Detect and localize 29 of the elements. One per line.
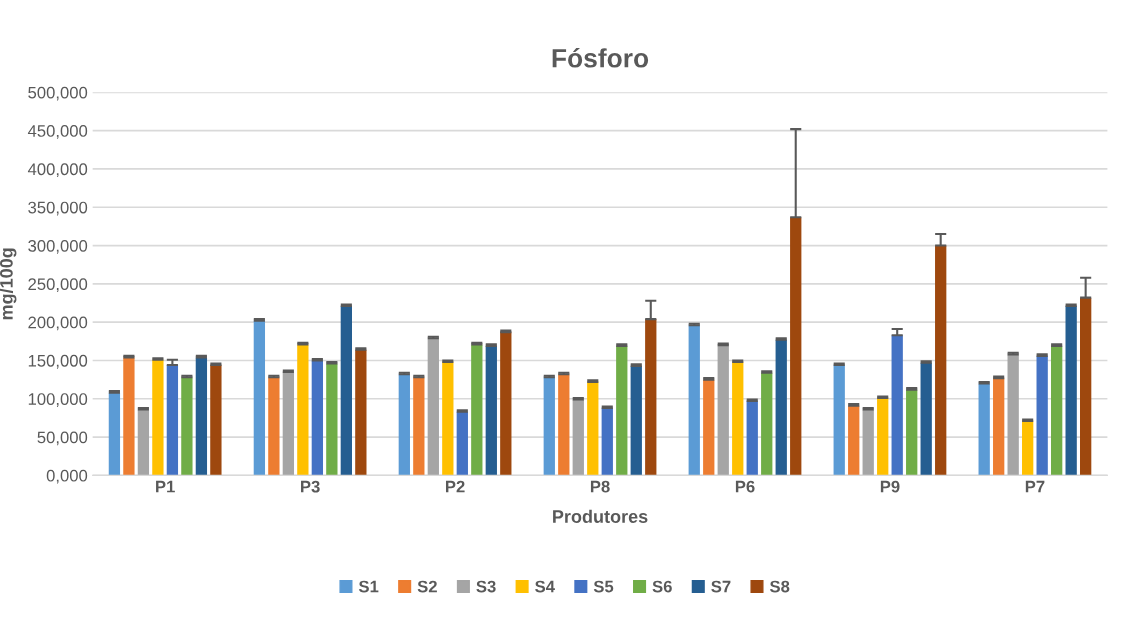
x-tick-label: P7 <box>1025 480 1045 493</box>
legend-label: S2 <box>417 580 437 593</box>
x-tick-label: P1 <box>156 480 175 493</box>
y-tick-label: 450,000 <box>27 125 88 139</box>
y-tick-label: 500,000 <box>28 86 88 101</box>
chart-title: Fósforo <box>552 47 649 68</box>
y-tick-label: 50,000 <box>37 431 88 446</box>
x-tick-label: P6 <box>735 480 755 493</box>
y-tick-label: 0,000 <box>46 469 88 484</box>
y-axis-title: mg/100g <box>0 248 17 320</box>
legend-label: S8 <box>769 580 790 593</box>
y-tick-label: 350,000 <box>28 201 88 216</box>
y-tick-label: 400,000 <box>27 163 88 178</box>
legend-label: S4 <box>535 580 555 593</box>
x-tick-label: P3 <box>301 480 320 493</box>
legend-label: S7 <box>711 580 731 593</box>
legend-label: S1 <box>358 580 379 593</box>
legend-label: S3 <box>476 580 496 593</box>
x-tick-label: P9 <box>880 480 900 493</box>
y-tick-label: 200,000 <box>28 316 88 331</box>
y-tick-label: 250,000 <box>28 278 88 293</box>
x-tick-label: P2 <box>445 480 465 493</box>
legend-label: S6 <box>652 580 672 593</box>
y-tick-label: 100,000 <box>28 393 88 407</box>
legend-label: S5 <box>593 580 614 593</box>
y-tick-label: 300,000 <box>28 239 88 254</box>
x-axis-title: Produtores <box>553 509 648 523</box>
x-tick-label: P8 <box>590 480 610 493</box>
y-tick-label: 150,000 <box>28 354 88 369</box>
